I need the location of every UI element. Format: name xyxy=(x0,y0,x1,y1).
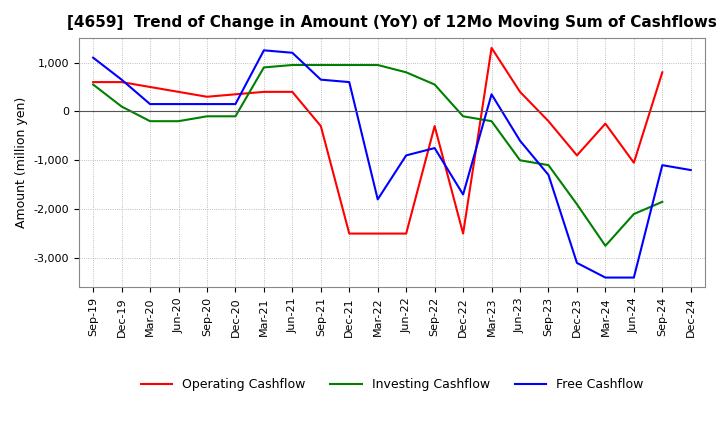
Line: Free Cashflow: Free Cashflow xyxy=(93,50,690,278)
Investing Cashflow xyxy=(89,82,97,87)
Free Cashflow xyxy=(345,80,354,85)
Operating Cashflow xyxy=(89,80,97,85)
Free Cashflow xyxy=(231,102,240,107)
Operating Cashflow xyxy=(374,231,382,236)
Line: Operating Cashflow: Operating Cashflow xyxy=(93,48,662,234)
Free Cashflow xyxy=(544,172,553,178)
Investing Cashflow xyxy=(431,82,439,87)
Free Cashflow xyxy=(487,92,496,97)
Operating Cashflow xyxy=(117,80,126,85)
Operating Cashflow xyxy=(402,231,410,236)
Investing Cashflow xyxy=(202,114,211,119)
Investing Cashflow xyxy=(374,62,382,68)
Investing Cashflow xyxy=(345,62,354,68)
Operating Cashflow xyxy=(487,45,496,51)
Operating Cashflow xyxy=(516,89,524,95)
Operating Cashflow xyxy=(459,231,467,236)
Operating Cashflow xyxy=(658,70,667,75)
Free Cashflow xyxy=(658,162,667,168)
Free Cashflow xyxy=(402,153,410,158)
Operating Cashflow xyxy=(431,124,439,129)
Investing Cashflow xyxy=(145,118,154,124)
Investing Cashflow xyxy=(601,243,610,249)
Investing Cashflow xyxy=(317,62,325,68)
Free Cashflow xyxy=(601,275,610,280)
Legend: Operating Cashflow, Investing Cashflow, Free Cashflow: Operating Cashflow, Investing Cashflow, … xyxy=(135,373,648,396)
Operating Cashflow xyxy=(260,89,269,95)
Y-axis label: Amount (million yen): Amount (million yen) xyxy=(15,97,28,228)
Investing Cashflow xyxy=(402,70,410,75)
Operating Cashflow xyxy=(601,121,610,126)
Line: Investing Cashflow: Investing Cashflow xyxy=(93,65,662,246)
Investing Cashflow xyxy=(288,62,297,68)
Investing Cashflow xyxy=(231,114,240,119)
Operating Cashflow xyxy=(231,92,240,97)
Investing Cashflow xyxy=(487,118,496,124)
Operating Cashflow xyxy=(572,153,581,158)
Investing Cashflow xyxy=(658,199,667,205)
Free Cashflow xyxy=(686,167,695,172)
Free Cashflow xyxy=(202,102,211,107)
Operating Cashflow xyxy=(145,84,154,90)
Operating Cashflow xyxy=(288,89,297,95)
Free Cashflow xyxy=(145,102,154,107)
Free Cashflow xyxy=(459,192,467,197)
Free Cashflow xyxy=(516,138,524,143)
Operating Cashflow xyxy=(202,94,211,99)
Operating Cashflow xyxy=(345,231,354,236)
Title: [4659]  Trend of Change in Amount (YoY) of 12Mo Moving Sum of Cashflows: [4659] Trend of Change in Amount (YoY) o… xyxy=(67,15,717,30)
Investing Cashflow xyxy=(516,158,524,163)
Free Cashflow xyxy=(431,146,439,151)
Free Cashflow xyxy=(317,77,325,82)
Operating Cashflow xyxy=(629,160,638,165)
Free Cashflow xyxy=(288,50,297,55)
Investing Cashflow xyxy=(629,211,638,216)
Investing Cashflow xyxy=(572,202,581,207)
Free Cashflow xyxy=(629,275,638,280)
Investing Cashflow xyxy=(459,114,467,119)
Investing Cashflow xyxy=(544,162,553,168)
Free Cashflow xyxy=(89,55,97,60)
Operating Cashflow xyxy=(317,124,325,129)
Free Cashflow xyxy=(260,48,269,53)
Operating Cashflow xyxy=(174,89,183,95)
Free Cashflow xyxy=(117,77,126,82)
Investing Cashflow xyxy=(260,65,269,70)
Investing Cashflow xyxy=(174,118,183,124)
Operating Cashflow xyxy=(544,118,553,124)
Investing Cashflow xyxy=(117,104,126,109)
Free Cashflow xyxy=(374,197,382,202)
Free Cashflow xyxy=(572,260,581,266)
Free Cashflow xyxy=(174,102,183,107)
